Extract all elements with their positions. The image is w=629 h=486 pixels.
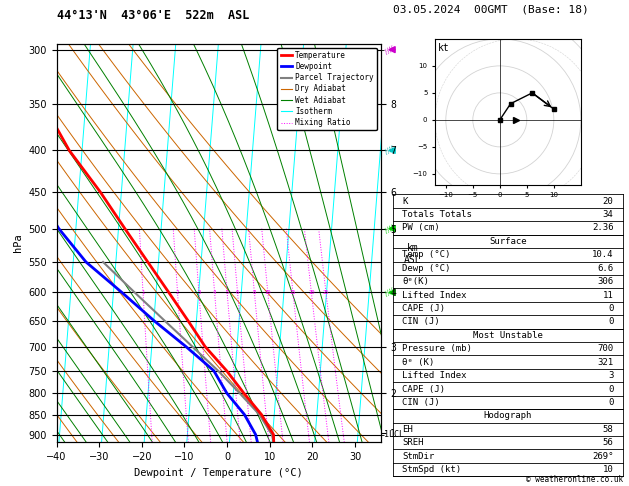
Text: Most Unstable: Most Unstable xyxy=(473,331,543,340)
Text: 2: 2 xyxy=(176,290,179,295)
Legend: Temperature, Dewpoint, Parcel Trajectory, Dry Adiabat, Wet Adiabat, Isotherm, Mi: Temperature, Dewpoint, Parcel Trajectory… xyxy=(277,48,377,130)
Text: 58: 58 xyxy=(603,425,613,434)
Text: CIN (J): CIN (J) xyxy=(403,398,440,407)
Text: SREH: SREH xyxy=(403,438,424,447)
Text: Hodograph: Hodograph xyxy=(484,411,532,420)
Text: ////: //// xyxy=(384,45,395,54)
Text: θᵉ (K): θᵉ (K) xyxy=(403,358,435,366)
Text: Totals Totals: Totals Totals xyxy=(403,210,472,219)
Text: StmDir: StmDir xyxy=(403,451,435,461)
Y-axis label: km
ASL: km ASL xyxy=(404,243,421,264)
Text: 20: 20 xyxy=(308,290,314,295)
Text: 20: 20 xyxy=(603,197,613,206)
X-axis label: Dewpoint / Temperature (°C): Dewpoint / Temperature (°C) xyxy=(134,468,303,478)
Text: 10: 10 xyxy=(265,290,271,295)
Text: 4: 4 xyxy=(213,290,216,295)
Text: 8: 8 xyxy=(253,290,256,295)
Text: EH: EH xyxy=(403,425,413,434)
Text: kt: kt xyxy=(438,43,450,53)
Text: 6: 6 xyxy=(236,290,239,295)
Text: Temp (°C): Temp (°C) xyxy=(403,250,451,260)
Text: 25: 25 xyxy=(323,290,329,295)
Text: 5: 5 xyxy=(225,290,229,295)
Text: CAPE (J): CAPE (J) xyxy=(403,304,445,313)
Text: 306: 306 xyxy=(598,277,613,286)
Text: Pressure (mb): Pressure (mb) xyxy=(403,344,472,353)
Text: 2.36: 2.36 xyxy=(592,224,613,232)
Text: Lifted Index: Lifted Index xyxy=(403,291,467,299)
Text: 1LCL: 1LCL xyxy=(384,430,404,439)
Text: 15: 15 xyxy=(290,290,296,295)
Text: 03.05.2024  00GMT  (Base: 18): 03.05.2024 00GMT (Base: 18) xyxy=(393,4,589,15)
Text: 6.6: 6.6 xyxy=(598,264,613,273)
Text: 0: 0 xyxy=(608,317,613,327)
Text: ////: //// xyxy=(384,145,395,156)
Text: Surface: Surface xyxy=(489,237,526,246)
Y-axis label: hPa: hPa xyxy=(13,234,23,252)
Text: 10.4: 10.4 xyxy=(592,250,613,260)
Text: 56: 56 xyxy=(603,438,613,447)
Text: 44°13'N  43°06'E  522m  ASL: 44°13'N 43°06'E 522m ASL xyxy=(57,9,249,22)
Text: θᵉ(K): θᵉ(K) xyxy=(403,277,429,286)
Text: 3: 3 xyxy=(608,371,613,380)
Text: 34: 34 xyxy=(603,210,613,219)
Text: ////: //// xyxy=(384,224,395,234)
Text: © weatheronline.co.uk: © weatheronline.co.uk xyxy=(526,474,623,484)
Text: Lifted Index: Lifted Index xyxy=(403,371,467,380)
Text: 0: 0 xyxy=(608,384,613,394)
Text: PW (cm): PW (cm) xyxy=(403,224,440,232)
Text: 700: 700 xyxy=(598,344,613,353)
Text: K: K xyxy=(403,197,408,206)
Text: 0: 0 xyxy=(608,398,613,407)
Text: Dewp (°C): Dewp (°C) xyxy=(403,264,451,273)
Text: 269°: 269° xyxy=(592,451,613,461)
Text: CIN (J): CIN (J) xyxy=(403,317,440,327)
Text: 0: 0 xyxy=(608,304,613,313)
Text: CAPE (J): CAPE (J) xyxy=(403,384,445,394)
Text: 321: 321 xyxy=(598,358,613,366)
Text: 11: 11 xyxy=(603,291,613,299)
Text: 1: 1 xyxy=(142,290,145,295)
Text: 3: 3 xyxy=(198,290,201,295)
Text: ////: //// xyxy=(384,288,395,297)
Text: StmSpd (kt): StmSpd (kt) xyxy=(403,465,462,474)
Text: 10: 10 xyxy=(603,465,613,474)
